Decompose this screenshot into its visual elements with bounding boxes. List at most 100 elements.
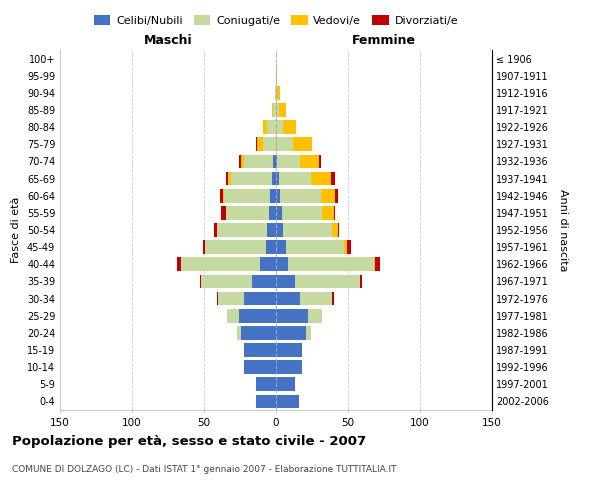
Bar <box>295 274 359 288</box>
Bar <box>276 326 306 340</box>
Bar <box>176 258 181 271</box>
Bar <box>322 206 334 220</box>
Bar <box>263 120 268 134</box>
Bar <box>276 292 301 306</box>
Bar <box>276 394 299 408</box>
Y-axis label: Fasce di età: Fasce di età <box>11 197 21 263</box>
Bar <box>244 343 276 357</box>
Bar <box>223 189 224 202</box>
Bar <box>301 154 319 168</box>
Bar <box>359 274 362 288</box>
Bar <box>332 292 334 306</box>
Bar <box>283 120 296 134</box>
Bar <box>244 360 276 374</box>
Text: Maschi: Maschi <box>143 34 193 46</box>
Bar <box>308 309 322 322</box>
Bar <box>256 138 257 151</box>
Bar <box>277 154 301 168</box>
Bar <box>320 189 335 202</box>
Bar <box>273 103 276 117</box>
Bar <box>319 154 320 168</box>
Bar <box>241 326 276 340</box>
Bar <box>276 138 293 151</box>
Bar <box>287 258 374 271</box>
Bar <box>244 292 276 306</box>
Bar <box>214 223 217 237</box>
Bar <box>276 223 283 237</box>
Bar <box>251 274 276 288</box>
Bar <box>266 240 276 254</box>
Bar <box>256 378 276 391</box>
Text: Popolazione per età, sesso e stato civile - 2007: Popolazione per età, sesso e stato civil… <box>12 435 366 448</box>
Bar <box>279 172 311 185</box>
Y-axis label: Anni di nascita: Anni di nascita <box>559 188 568 271</box>
Bar <box>376 258 380 271</box>
Bar <box>200 274 201 288</box>
Bar <box>268 223 276 237</box>
Bar <box>311 172 331 185</box>
Bar <box>239 154 241 168</box>
Bar <box>276 86 277 100</box>
Bar <box>263 138 276 151</box>
Bar <box>276 309 308 322</box>
Bar <box>276 103 279 117</box>
Bar <box>334 206 335 220</box>
Bar <box>269 206 276 220</box>
Bar <box>374 258 376 271</box>
Bar <box>201 274 251 288</box>
Bar <box>282 206 322 220</box>
Bar <box>338 223 340 237</box>
Bar <box>273 154 276 168</box>
Bar <box>276 240 286 254</box>
Bar <box>244 154 273 168</box>
Bar <box>276 206 282 220</box>
Bar <box>276 258 287 271</box>
Bar <box>226 206 269 220</box>
Bar <box>221 206 226 220</box>
Bar <box>276 360 302 374</box>
Text: Femmine: Femmine <box>352 34 416 46</box>
Bar <box>276 120 283 134</box>
Bar <box>268 120 276 134</box>
Bar <box>276 274 295 288</box>
Bar <box>229 172 232 185</box>
Bar <box>276 189 280 202</box>
Bar <box>217 223 268 237</box>
Bar <box>276 172 279 185</box>
Bar <box>276 154 277 168</box>
Bar <box>203 240 205 254</box>
Bar <box>257 138 263 151</box>
Bar <box>286 240 344 254</box>
Bar <box>232 172 272 185</box>
Bar <box>276 69 277 82</box>
Bar <box>227 309 239 322</box>
Bar <box>270 189 276 202</box>
Bar <box>293 138 312 151</box>
Bar <box>332 223 338 237</box>
Bar <box>239 309 276 322</box>
Bar <box>224 189 270 202</box>
Bar <box>205 240 266 254</box>
Bar <box>260 258 276 271</box>
Bar <box>279 103 286 117</box>
Bar <box>256 394 276 408</box>
Bar <box>280 189 320 202</box>
Bar <box>272 172 276 185</box>
Bar <box>335 189 338 202</box>
Legend: Celibi/Nubili, Coniugati/e, Vedovi/e, Divorziati/e: Celibi/Nubili, Coniugati/e, Vedovi/e, Di… <box>89 10 463 30</box>
Bar <box>181 258 260 271</box>
Bar <box>237 326 241 340</box>
Bar <box>277 86 280 100</box>
Bar <box>218 292 244 306</box>
Bar <box>283 223 332 237</box>
Bar <box>276 343 302 357</box>
Bar <box>301 292 332 306</box>
Bar <box>275 86 276 100</box>
Bar <box>344 240 347 254</box>
Bar <box>276 378 295 391</box>
Bar <box>272 103 273 117</box>
Bar <box>331 172 335 185</box>
Bar <box>220 189 223 202</box>
Bar <box>217 292 218 306</box>
Bar <box>241 154 244 168</box>
